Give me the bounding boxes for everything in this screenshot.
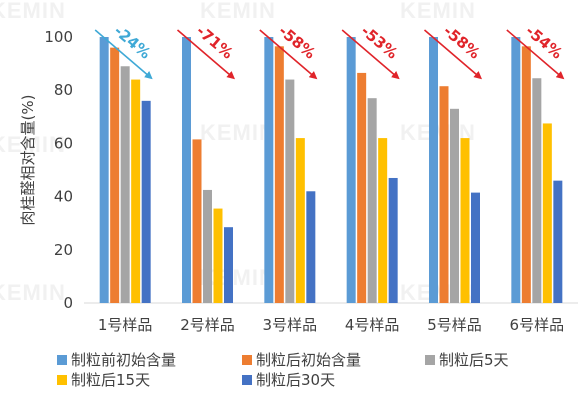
- x-tick-label: 2号样品: [180, 316, 235, 334]
- y-tick-label: 20: [54, 241, 73, 259]
- bar: [295, 138, 305, 303]
- bar: [460, 138, 470, 303]
- bar: [471, 192, 480, 303]
- bar: [306, 191, 316, 303]
- bar: [346, 37, 356, 303]
- percent-change-label: -58%: [440, 22, 484, 63]
- bar: [99, 37, 109, 303]
- x-tick-label: 4号样品: [345, 316, 400, 334]
- bar: [192, 139, 202, 303]
- bar: [357, 72, 367, 303]
- bars: 1号样品 2号样品 3号样品 4号样品 5号样品 6号样品: [98, 37, 564, 334]
- watermark-text: KEMIN: [200, 0, 276, 23]
- legend-label: 制粒前初始含量: [71, 351, 176, 369]
- y-tick-label: 60: [54, 134, 73, 152]
- bar: [429, 37, 438, 303]
- legend-swatch: [57, 355, 67, 365]
- trend-arrow: [176, 29, 236, 80]
- legend-swatch: [425, 355, 435, 365]
- bar: [203, 189, 212, 303]
- bar: [131, 79, 141, 303]
- trend-arrow: [94, 29, 153, 80]
- bar: [388, 177, 398, 303]
- legend-swatch: [242, 375, 252, 385]
- percent-change-label: -53%: [357, 22, 401, 63]
- y-tick-label: 100: [44, 28, 73, 46]
- y-axis-label: 肉桂醛相对含量(%): [19, 95, 37, 226]
- trend-arrow: [341, 29, 400, 80]
- bar: [285, 79, 295, 303]
- watermark-text: KEMIN: [200, 120, 276, 145]
- x-tick-label: 6号样品: [510, 316, 565, 334]
- y-tick-label: 40: [54, 188, 73, 206]
- bar: [120, 66, 130, 303]
- y-tick-label: 0: [63, 294, 73, 312]
- bar: [439, 86, 449, 304]
- x-tick-label: 1号样品: [98, 316, 153, 334]
- legend-label: 制粒后5天: [439, 351, 509, 369]
- legend-label: 制粒后15天: [71, 371, 150, 389]
- bar: [213, 208, 223, 303]
- bar: [553, 180, 563, 303]
- bar: [141, 100, 151, 303]
- watermark-text: KEMIN: [0, 0, 66, 23]
- trend-arrow: [259, 29, 318, 80]
- bar: [264, 37, 274, 303]
- bar: [511, 37, 521, 303]
- annotations: -24% -71% -58% -53% -58% -54%: [94, 22, 566, 80]
- x-tick-label: 5号样品: [427, 316, 482, 334]
- watermark-text: KEMIN: [400, 0, 476, 23]
- bar: [521, 46, 531, 304]
- legend-label: 制粒后初始含量: [256, 351, 361, 369]
- watermark-text: KEMIN: [200, 265, 276, 290]
- watermark-text: KEMIN: [0, 280, 66, 305]
- axes: 0 20 40 60 80 100: [44, 28, 578, 312]
- legend-label: 制粒后30天: [256, 371, 335, 389]
- bar: [110, 47, 120, 303]
- bar: [532, 78, 542, 303]
- trend-arrow: [506, 29, 565, 80]
- bar: [367, 98, 377, 304]
- bar: [182, 37, 191, 303]
- legend-swatch: [242, 355, 252, 365]
- legend-swatch: [57, 375, 67, 385]
- bar: [224, 227, 233, 303]
- percent-change-label: -71%: [193, 22, 237, 63]
- y-tick-label: 80: [54, 81, 73, 99]
- bar: [378, 138, 388, 303]
- x-tick-label: 3号样品: [263, 316, 318, 334]
- bar: [274, 46, 284, 304]
- bar: [450, 108, 459, 303]
- bar: [542, 123, 552, 303]
- watermark-text: KEMIN: [0, 132, 66, 157]
- trend-arrow: [423, 29, 483, 80]
